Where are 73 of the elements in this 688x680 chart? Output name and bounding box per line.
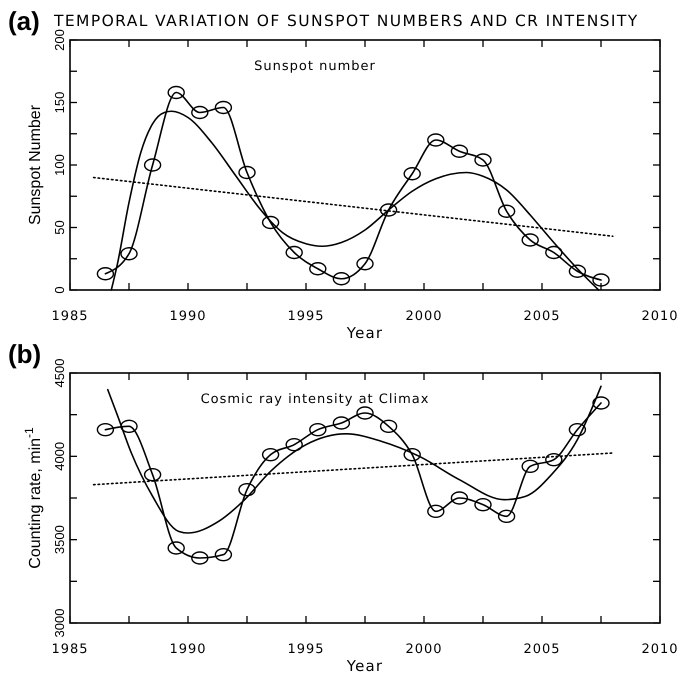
point — [309, 422, 326, 436]
x-axis-title: Year — [346, 324, 384, 342]
point — [214, 100, 232, 114]
point — [286, 438, 303, 452]
x-tick-label: 1985 — [51, 642, 89, 657]
point — [286, 246, 303, 260]
x-tick-label: 1990 — [169, 642, 207, 657]
annotation: Cosmic ray intensity at Climax — [200, 392, 430, 407]
y-tick-label: 4500 — [52, 358, 67, 388]
point — [309, 262, 326, 276]
x-tick-label: 2000 — [405, 642, 443, 657]
point — [592, 396, 610, 410]
point — [262, 448, 280, 462]
chart-subtitle: TEMPORAL VARIATION OF SUNSPOT NUMBERS AND CR INTENSITY — [53, 12, 639, 30]
point — [214, 548, 232, 562]
point — [191, 551, 208, 565]
point — [96, 422, 114, 436]
point — [380, 420, 398, 434]
point — [356, 406, 374, 420]
x-tick-label: 2000 — [405, 309, 443, 324]
point — [474, 498, 492, 512]
point — [427, 504, 444, 518]
x-tick-label: 1985 — [51, 309, 89, 324]
point — [120, 420, 138, 434]
point — [545, 452, 562, 466]
point — [498, 204, 516, 218]
point — [238, 166, 256, 180]
point — [144, 468, 162, 482]
y-tick-label: 100 — [52, 154, 67, 176]
x-tick-label: 1995 — [287, 309, 325, 324]
point — [144, 158, 162, 172]
point — [498, 510, 516, 524]
point — [522, 460, 539, 474]
point — [96, 267, 114, 280]
x-tick-label: 2005 — [523, 642, 561, 657]
point — [356, 257, 374, 270]
point — [332, 416, 350, 430]
x-axis-title: Year — [346, 657, 384, 675]
point — [404, 167, 421, 180]
y-tick-label: 3500 — [52, 525, 67, 554]
point — [332, 272, 350, 286]
point — [450, 491, 468, 505]
y-axis-title: Sunspot Number — [27, 104, 44, 226]
y-tick-label: 50 — [52, 220, 67, 235]
x-tick-label: 2010 — [641, 309, 679, 324]
y-tick-label: 0 — [52, 286, 67, 294]
point — [380, 203, 398, 217]
x-tick-label: 1995 — [287, 642, 325, 657]
y-tick-label: 200 — [52, 29, 67, 51]
x-tick-label: 2010 — [641, 642, 679, 657]
point — [592, 273, 610, 287]
chart-title: (a) — [8, 6, 40, 36]
y-tick-label: 4000 — [52, 442, 67, 471]
point — [568, 422, 586, 436]
point — [191, 106, 208, 120]
point — [404, 448, 421, 462]
point — [168, 541, 185, 555]
point — [545, 246, 562, 260]
point — [522, 233, 539, 247]
point — [450, 144, 468, 158]
point — [262, 216, 280, 230]
point — [168, 86, 185, 100]
point — [120, 247, 138, 260]
x-tick-label: 1990 — [169, 309, 207, 324]
y-tick-label: 150 — [52, 92, 67, 114]
x-tick-label: 2005 — [523, 309, 561, 324]
annotation: Sunspot number — [254, 59, 376, 74]
point — [568, 264, 586, 278]
point — [238, 482, 256, 496]
chart-title: (b) — [8, 339, 42, 369]
point — [474, 153, 492, 167]
point — [427, 133, 444, 147]
y-tick-label: 3000 — [52, 608, 67, 638]
